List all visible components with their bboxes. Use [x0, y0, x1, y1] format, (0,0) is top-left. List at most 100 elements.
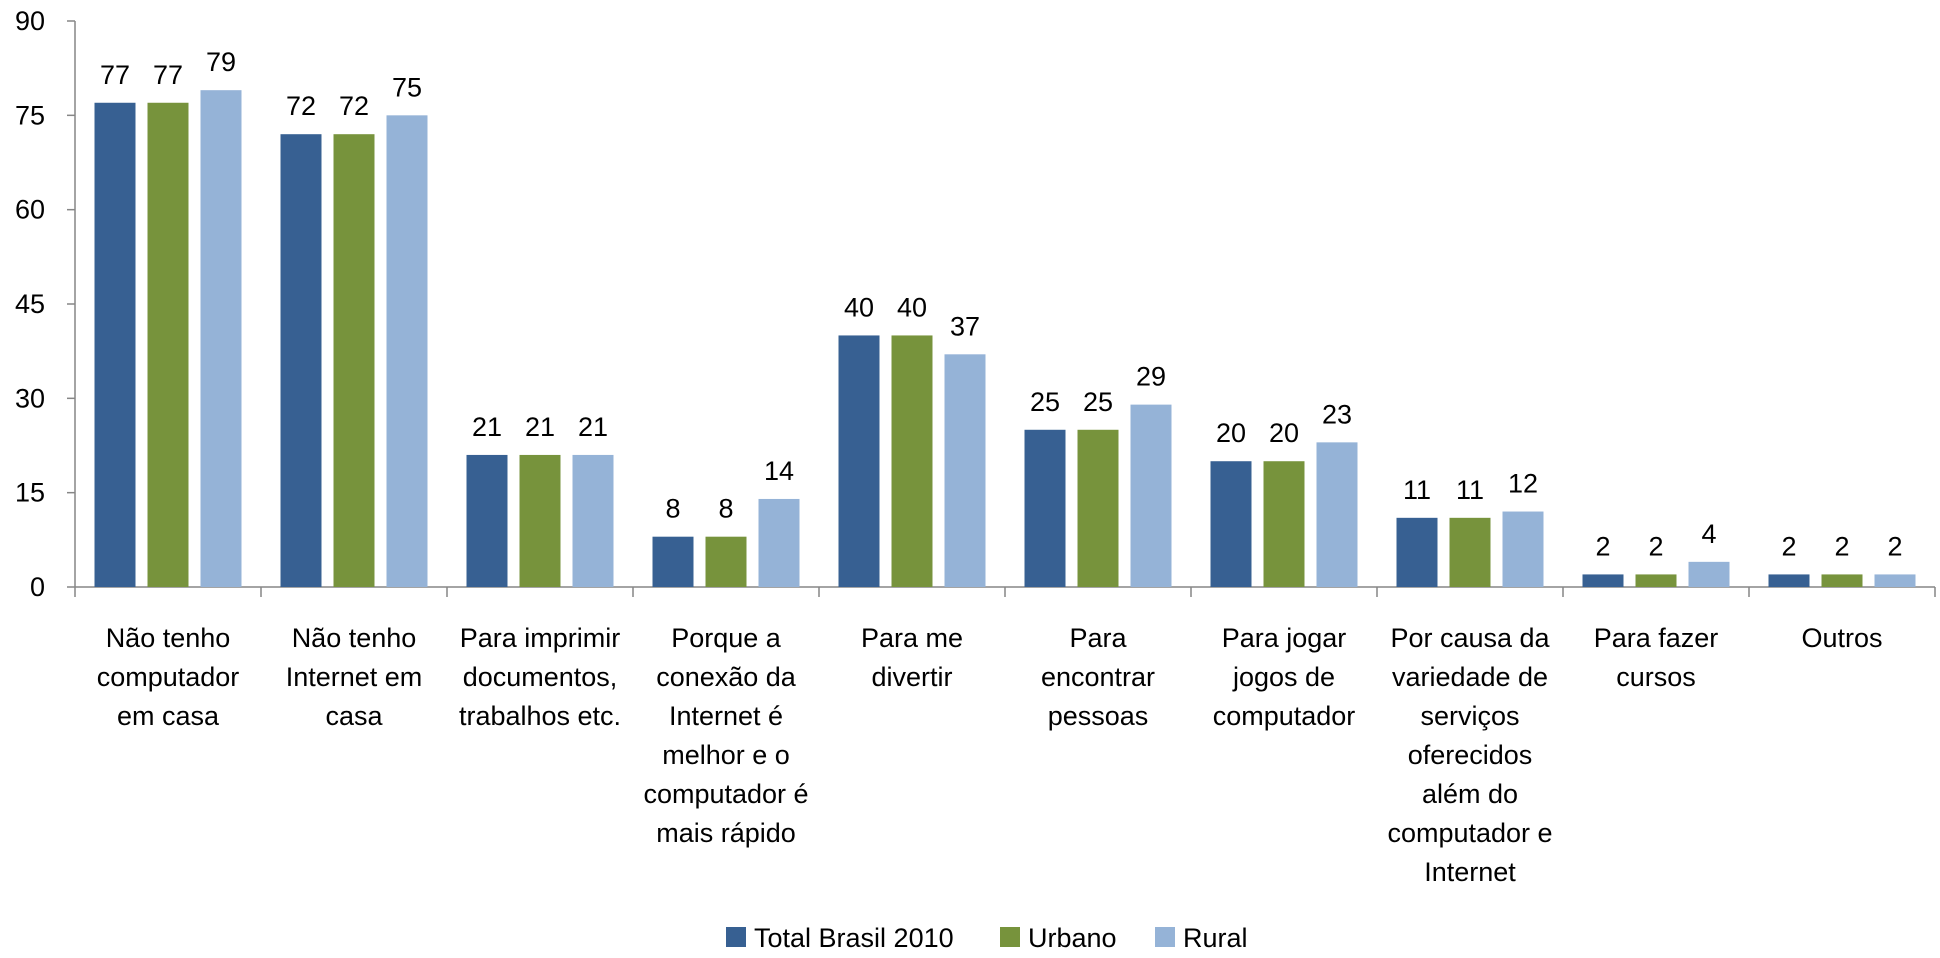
- bar: [1024, 429, 1066, 587]
- category-label-line: Internet em: [286, 662, 423, 692]
- bar: [200, 90, 242, 587]
- category-label: Por causa da variedade de serviços oferecid…: [1387, 623, 1552, 887]
- bar-value-label: 2: [1781, 531, 1796, 561]
- legend-label: Total Brasil 2010: [754, 923, 954, 953]
- y-tick-label: 75: [15, 100, 45, 130]
- bar: [1582, 574, 1624, 587]
- bar: [94, 102, 136, 587]
- bar: [1210, 461, 1252, 587]
- bar-value-label: 2: [1834, 531, 1849, 561]
- category-label-line: em casa: [117, 701, 220, 731]
- category-label: Para me divertir: [861, 623, 963, 692]
- bar: [386, 115, 428, 587]
- bar-value-label: 4: [1701, 519, 1716, 549]
- bar: [838, 335, 880, 587]
- category-label: Para encontrar pessoas: [1041, 623, 1155, 731]
- bar: [1688, 561, 1730, 587]
- category-label-line: Para imprimir: [460, 623, 621, 653]
- category-label-line: Outros: [1801, 623, 1882, 653]
- bar: [1768, 574, 1810, 587]
- bar: [758, 498, 800, 587]
- bar-value-label: 8: [665, 494, 680, 524]
- bar: [891, 335, 933, 587]
- category-label-line: computador: [97, 662, 240, 692]
- category-labels: Não tenho computador em casa Não tenho Inter…: [97, 623, 1883, 887]
- bar: [705, 536, 747, 587]
- category-label-line: encontrar: [1041, 662, 1155, 692]
- category-label-line: serviços: [1420, 701, 1519, 731]
- category-label-line: computador e: [1387, 818, 1552, 848]
- category-label-line: jogos de: [1232, 662, 1335, 692]
- bar: [1449, 517, 1491, 587]
- bar-value-label: 2: [1595, 531, 1610, 561]
- bar: [944, 354, 986, 587]
- category-label-line: Não tenho: [292, 623, 417, 653]
- x-axis: [74, 586, 1936, 597]
- category-label-line: Para jogar: [1222, 623, 1347, 653]
- y-tick-label: 30: [15, 383, 45, 413]
- y-tick-label: 15: [15, 478, 45, 508]
- bar-value-label: 2: [1887, 531, 1902, 561]
- bar: [1874, 574, 1916, 587]
- data-labels: 77 77 79 72 72 75 21 21 21 8 8 14 40 40 37 25 25 29 20 20 23…: [100, 47, 1903, 561]
- bar-value-label: 79: [206, 47, 236, 77]
- bar-value-label: 23: [1322, 399, 1352, 429]
- category-label-line: Para fazer: [1594, 623, 1719, 653]
- category-label-line: Para me: [861, 623, 963, 653]
- legend-swatch: [1000, 927, 1020, 947]
- category-label-line: conexão da: [656, 662, 797, 692]
- category-label-line: computador é: [643, 779, 808, 809]
- category-label-line: Por causa da: [1390, 623, 1550, 653]
- bar: [280, 134, 322, 587]
- bar: [1821, 574, 1863, 587]
- category-label: Não tenho computador em casa: [97, 623, 240, 731]
- bar: [1316, 442, 1358, 587]
- bars: [94, 90, 1916, 587]
- category-label-line: Internet é: [669, 701, 783, 731]
- bar: [1396, 517, 1438, 587]
- bar: [1263, 461, 1305, 587]
- bar-value-label: 25: [1083, 387, 1113, 417]
- bar-value-label: 77: [153, 60, 183, 90]
- category-label: Não tenho Internet em casa: [286, 623, 423, 731]
- bar-value-label: 11: [1456, 475, 1484, 505]
- category-label-line: mais rápido: [656, 818, 796, 848]
- bar-value-label: 21: [525, 412, 555, 442]
- category-label: Outros: [1801, 623, 1882, 653]
- bar: [652, 536, 694, 587]
- y-tick-label: 0: [30, 572, 45, 602]
- category-label-line: além do: [1422, 779, 1518, 809]
- bar-value-label: 72: [339, 91, 369, 121]
- legend: Total Brasil 2010 Urbano Rural: [726, 923, 1248, 953]
- y-tick-label: 60: [15, 195, 45, 225]
- category-label-line: cursos: [1616, 662, 1696, 692]
- bar-value-label: 21: [472, 412, 502, 442]
- y-axis: 0 15 30 45 60 75 90: [15, 6, 76, 602]
- y-tick-label: 45: [15, 289, 45, 319]
- legend-swatch: [726, 927, 746, 947]
- bar-value-label: 21: [578, 412, 608, 442]
- category-label-line: documentos,: [463, 662, 618, 692]
- legend-label: Rural: [1183, 923, 1248, 953]
- category-label: Porque a conexão da Internet é melhor e o co…: [643, 623, 808, 848]
- category-label-line: variedade de: [1392, 662, 1548, 692]
- bar: [147, 102, 189, 587]
- bar: [1130, 404, 1172, 587]
- bar-value-label: 12: [1508, 469, 1538, 499]
- category-label: Para imprimir documentos, trabalhos etc.: [459, 623, 621, 731]
- bar-value-label: 2: [1648, 531, 1663, 561]
- category-label: Para fazer cursos: [1594, 623, 1719, 692]
- legend-label: Urbano: [1028, 923, 1117, 953]
- bar-value-label: 29: [1136, 362, 1166, 392]
- bar-value-label: 8: [718, 494, 733, 524]
- bar: [572, 454, 614, 587]
- bar-value-label: 77: [100, 60, 130, 90]
- bar-value-label: 25: [1030, 387, 1060, 417]
- category-label-line: trabalhos etc.: [459, 701, 621, 731]
- bar: [519, 454, 561, 587]
- category-label-line: Porque a: [671, 623, 782, 653]
- bar-value-label: 40: [897, 292, 927, 322]
- bar-value-label: 20: [1216, 418, 1246, 448]
